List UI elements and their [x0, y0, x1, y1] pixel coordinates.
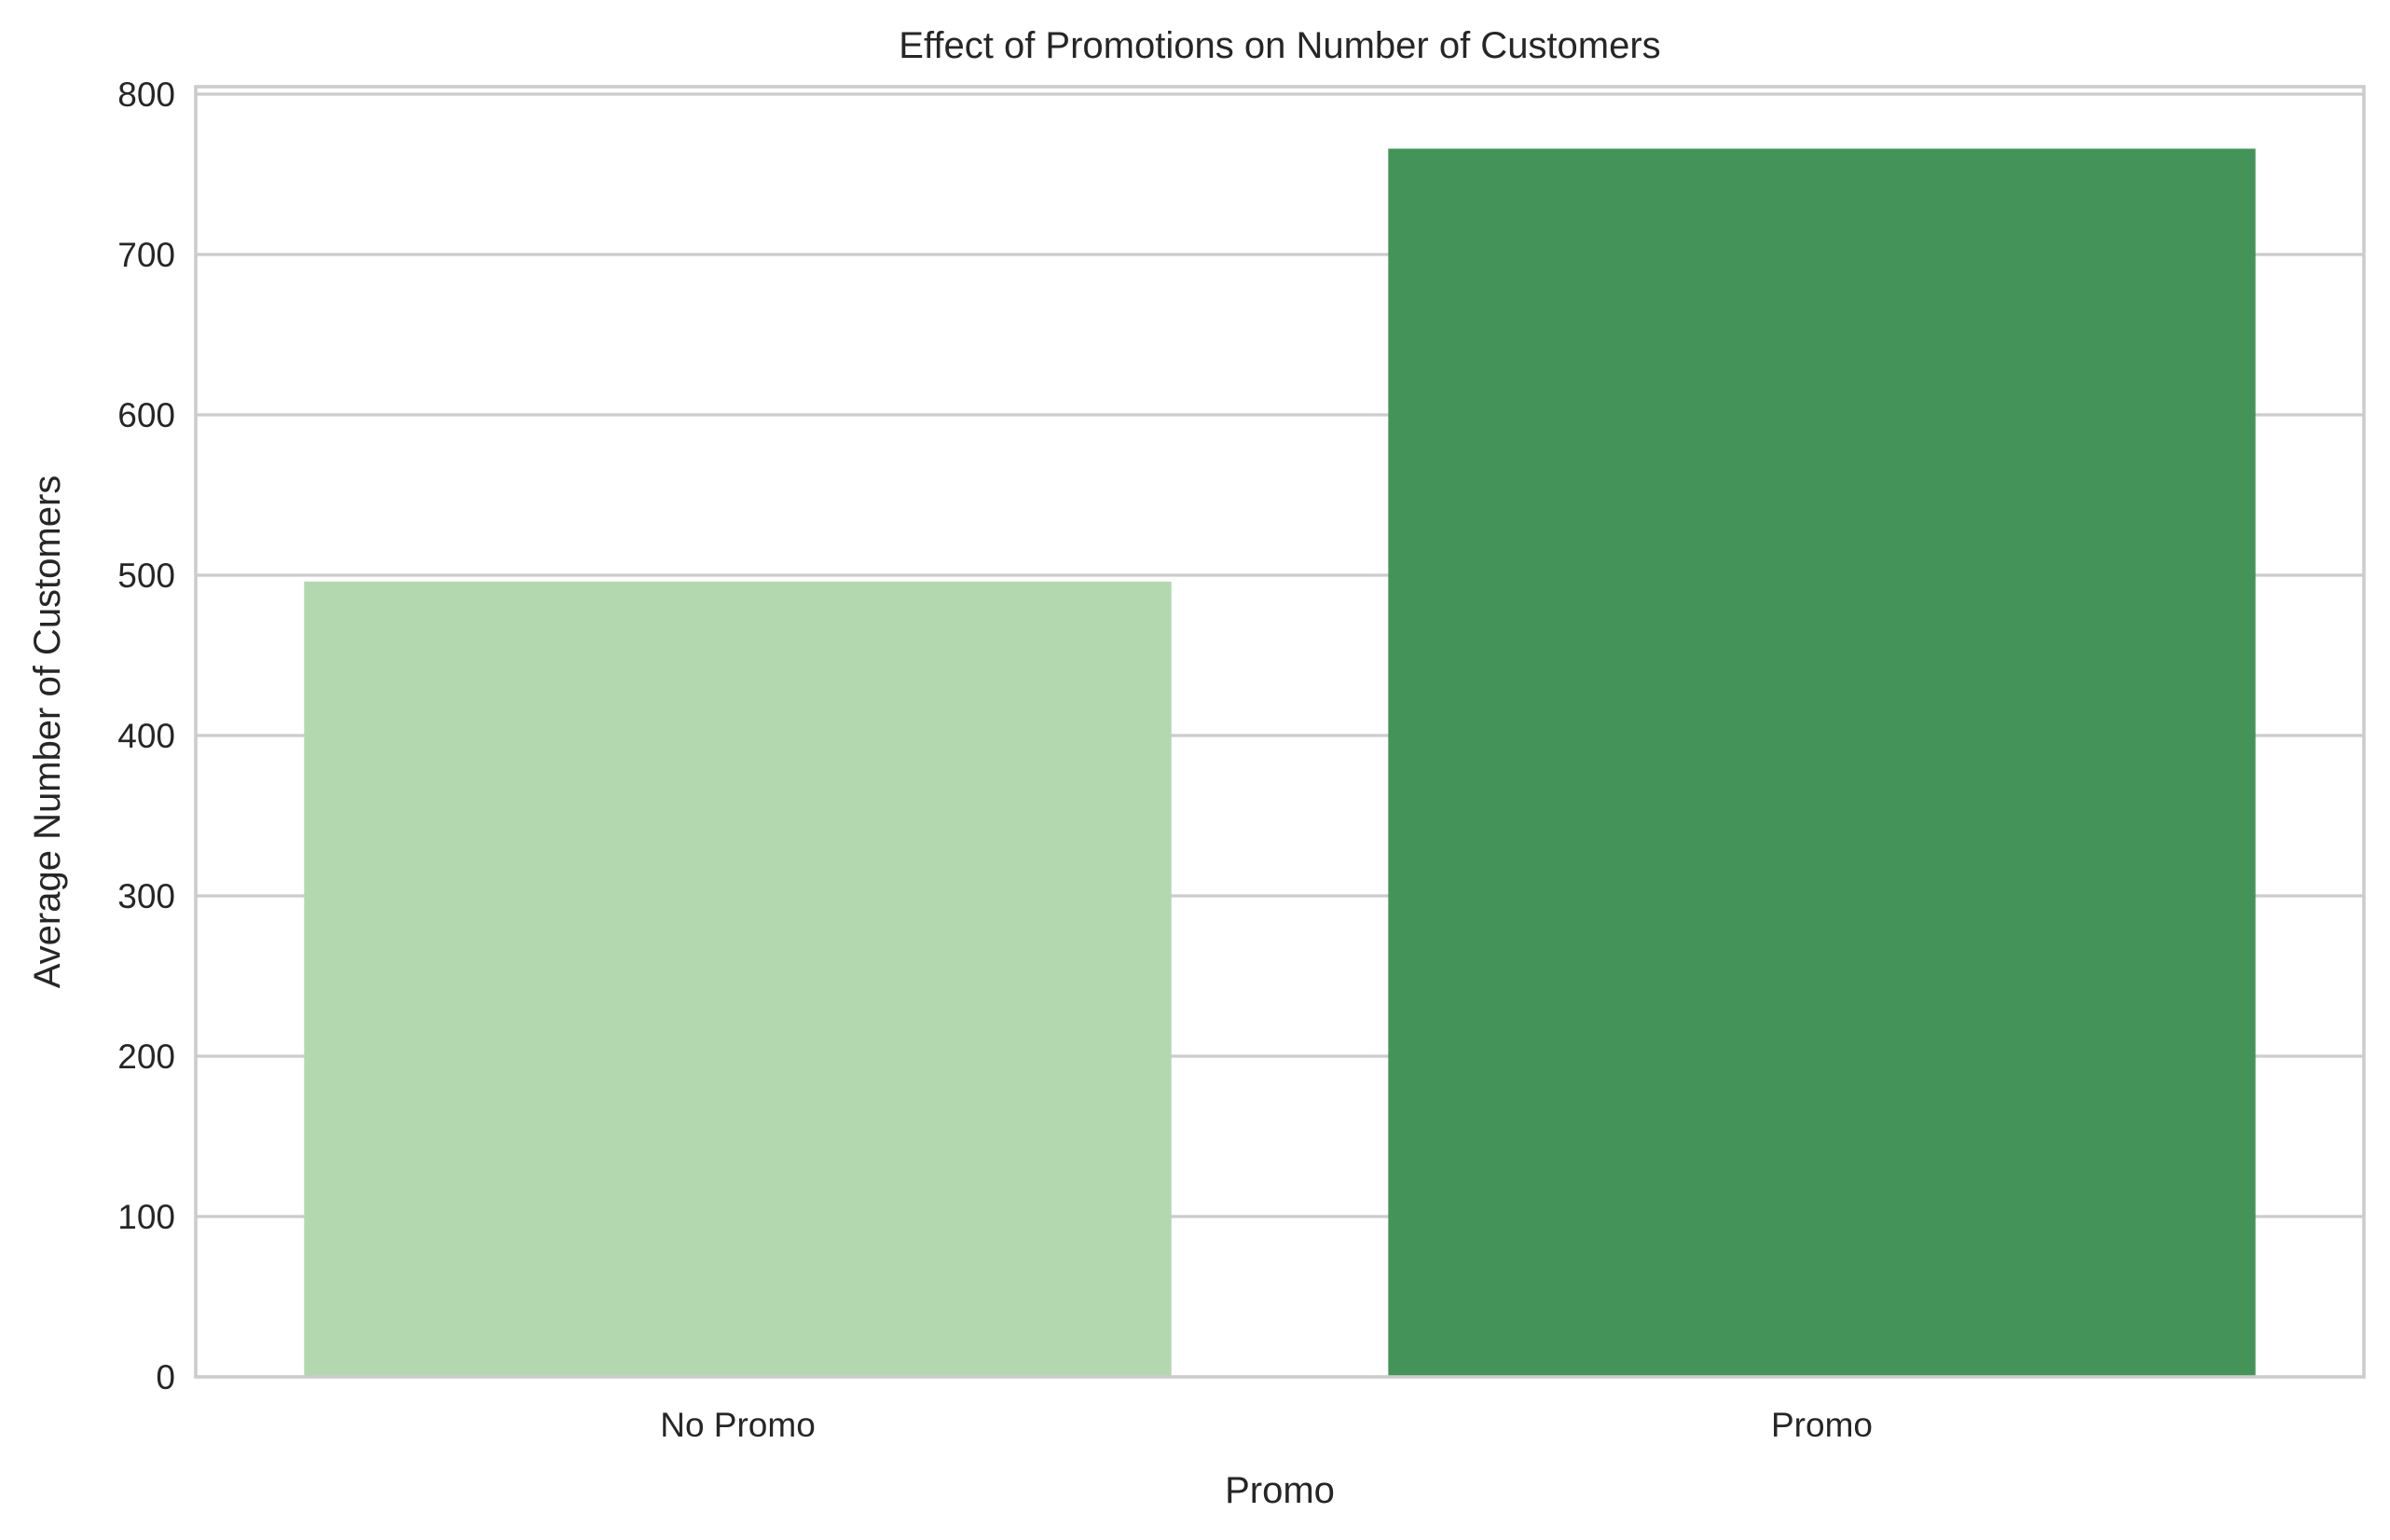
x-axis-ticks: No Promo Promo	[660, 1406, 1873, 1444]
y-tick-label: 400	[117, 717, 175, 755]
bar-no-promo	[304, 581, 1172, 1377]
y-tick-label: 200	[117, 1038, 175, 1076]
bars	[304, 148, 2256, 1378]
y-axis-ticks: 0 100 200 300 400 500 600 700 800	[117, 76, 175, 1396]
bar-promo	[1388, 148, 2256, 1378]
y-tick-label: 800	[117, 76, 175, 114]
y-tick-label: 300	[117, 877, 175, 915]
y-tick-label: 100	[117, 1198, 175, 1236]
x-tick-label: Promo	[1771, 1406, 1873, 1444]
plot-frame	[194, 85, 2366, 1379]
y-tick-label: 700	[117, 236, 175, 274]
chart-title: Effect of Promotions on Number of Custom…	[899, 25, 1660, 66]
y-axis-label: Average Number of Customers	[27, 475, 68, 989]
x-axis-label: Promo	[1225, 1470, 1335, 1511]
y-tick-label: 500	[117, 557, 175, 595]
x-tick-label: No Promo	[660, 1406, 816, 1444]
y-tick-label: 600	[117, 396, 175, 434]
y-tick-label: 0	[156, 1358, 175, 1396]
